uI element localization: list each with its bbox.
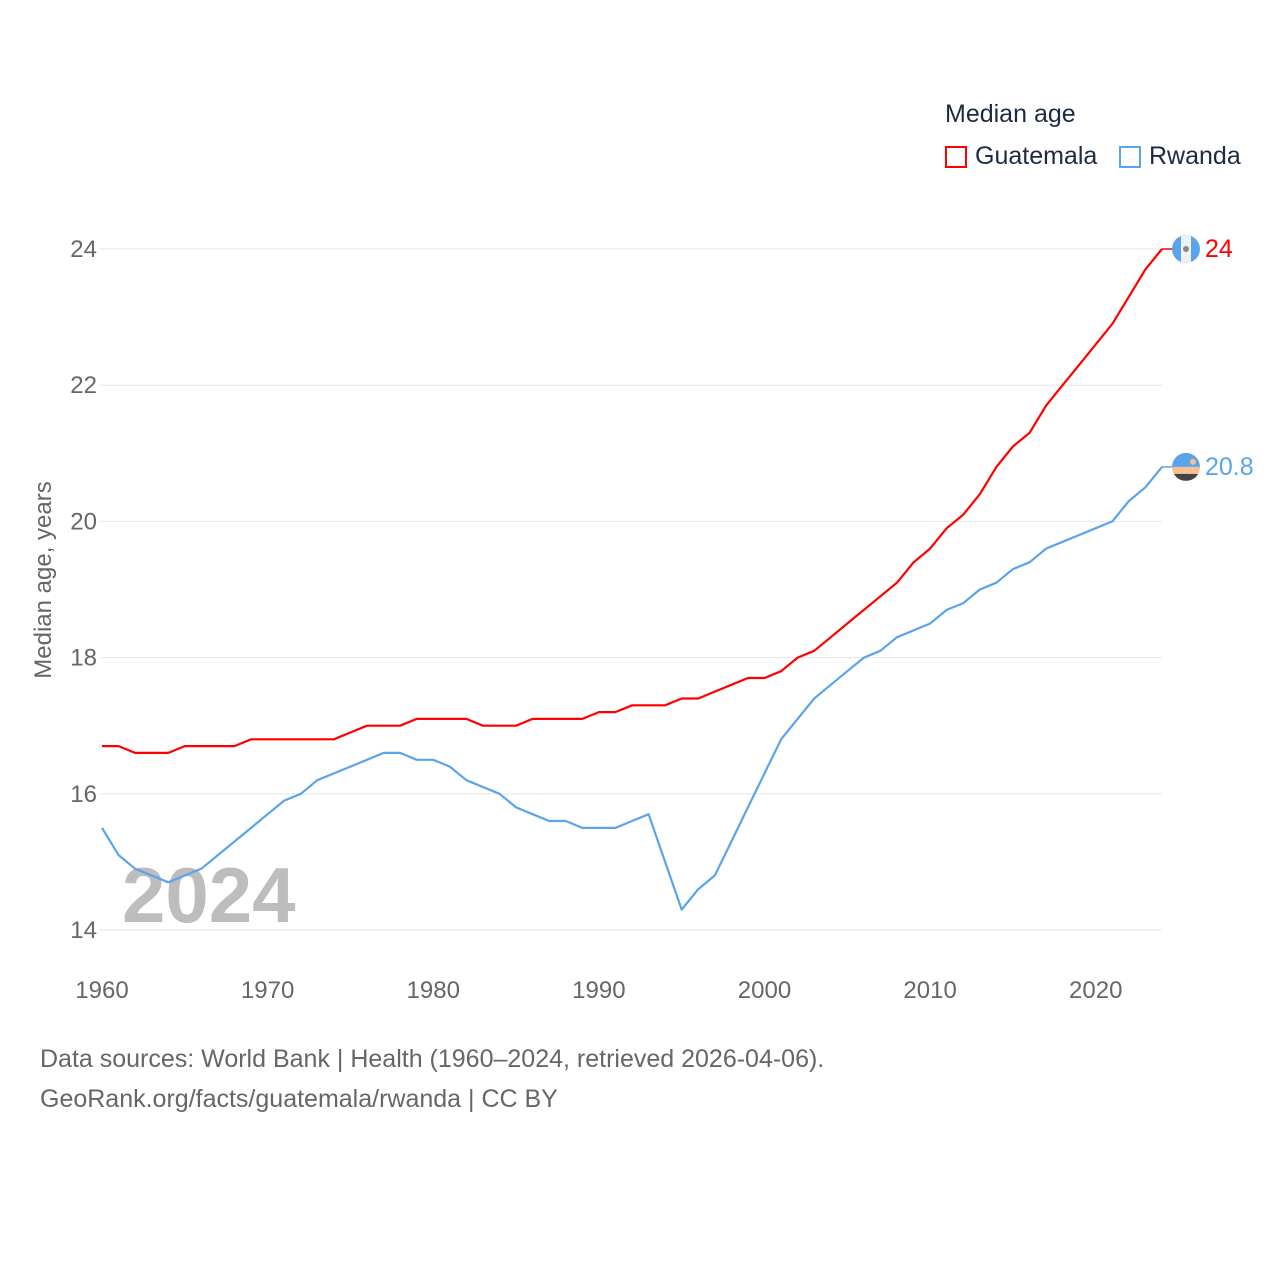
y-axis-label: Median age, years <box>30 481 57 678</box>
legend-swatch <box>945 145 967 168</box>
y-tick-label: 24 <box>70 236 97 263</box>
x-tick-label: 2020 <box>1069 977 1122 1004</box>
source-text: Data sources: World Bank | Health (1960–… <box>40 1045 825 1073</box>
legend-title: Median age <box>945 100 1076 128</box>
y-tick-label: 22 <box>70 372 97 399</box>
y-tick-label: 20 <box>70 508 97 535</box>
series-line-rwanda[interactable] <box>101 466 1163 911</box>
flag-rwanda-icon <box>1172 452 1200 481</box>
x-tick-label: 1990 <box>572 977 625 1004</box>
flag-guatemala-icon <box>1172 235 1200 263</box>
series-line-guatemala[interactable] <box>102 248 1163 755</box>
legend-swatch <box>1119 145 1141 168</box>
source-link[interactable]: GeoRank.org/facts/guatemala/rwanda | CC … <box>40 1085 558 1113</box>
y-tick-label: 18 <box>70 645 97 672</box>
year-watermark: 2024 <box>122 851 296 939</box>
y-tick-label: 14 <box>70 917 97 944</box>
end-value-label: 24 <box>1205 235 1233 263</box>
end-value-label: 20.8 <box>1205 453 1254 481</box>
legend-label: Guatemala <box>975 142 1098 170</box>
legend-label: Rwanda <box>1149 142 1241 170</box>
legend-item-guatemala[interactable]: Guatemala <box>945 142 1097 171</box>
x-tick-label: 2000 <box>738 977 791 1004</box>
x-tick-label: 1980 <box>407 977 460 1004</box>
x-tick-label: 1970 <box>241 977 294 1004</box>
x-tick-label: 1960 <box>75 977 128 1004</box>
legend-item-rwanda[interactable]: Rwanda <box>1119 142 1241 171</box>
x-tick-label: 2010 <box>903 977 956 1004</box>
y-tick-label: 16 <box>70 781 97 808</box>
